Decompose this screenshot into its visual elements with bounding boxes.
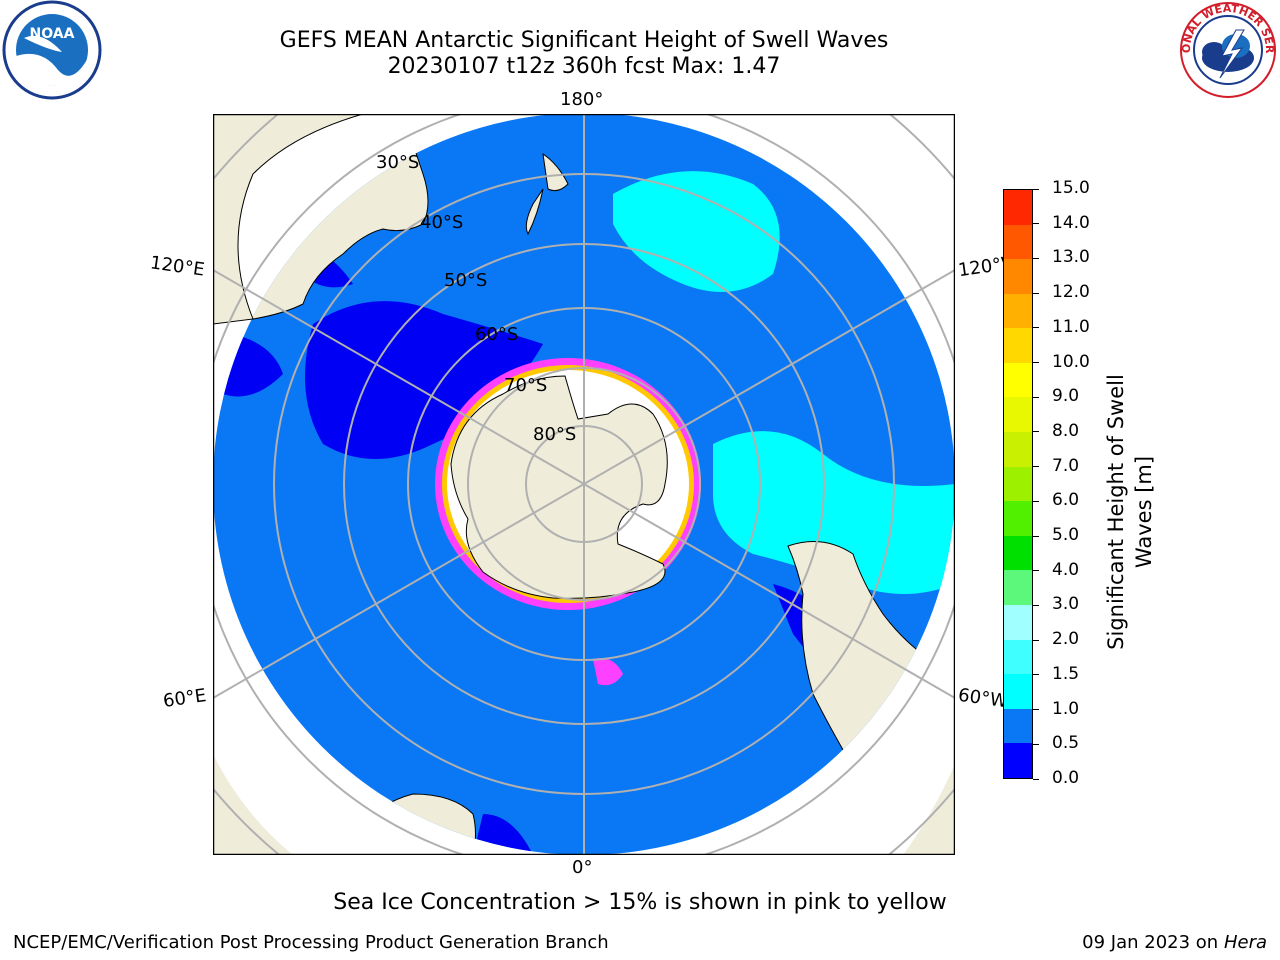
colorbar-tick-label: 9.0 [1052,386,1080,407]
colorbar-segment [1004,708,1032,744]
lon-label-120e: 120°E [148,252,206,281]
colorbar-segment [1004,189,1032,225]
lon-label-60w: 60°W [956,684,1009,713]
colorbar-tick-mark [1033,743,1039,745]
colorbar-tick-mark [1033,674,1039,676]
colorbar-tick-label: 3.0 [1052,594,1080,615]
colorbar-segment [1004,432,1032,467]
colorbar-tick-label: 6.0 [1052,490,1080,511]
footer-host: Hera [1223,932,1267,953]
map-subtitle: 20230107 t12z 360h fcst Max: 1.47 [387,54,781,79]
colorbar-tick-label: 0.5 [1052,733,1080,754]
colorbar-segment [1004,328,1032,363]
colorbar-tick-mark [1033,535,1039,537]
colorbar-title: Significant Height of Swell Waves [m] [1104,374,1156,650]
colorbar-segment [1004,501,1032,536]
colorbar-segment [1004,743,1032,778]
colorbar-tick-label: 7.0 [1052,455,1080,476]
colorbar-segment [1004,293,1032,329]
colorbar-tick-mark [1033,327,1039,329]
svg-text:NOAA: NOAA [30,26,75,42]
colorbar-tick-label: 4.0 [1052,559,1080,580]
lon-label-180: 180° [560,89,604,110]
lat-label-40s: 40°S [420,212,464,233]
colorbar-segment [1004,674,1032,709]
footer-date: 09 Jan 2023 on Hera [1082,932,1267,953]
colorbar-tick-mark [1033,570,1039,572]
colorbar-segment [1004,466,1032,502]
colorbar-tick-label: 0.0 [1052,768,1080,788]
colorbar-tick-label: 11.0 [1052,316,1090,337]
colorbar-tick-label: 1.5 [1052,663,1080,684]
colorbar-segment [1004,397,1032,433]
colorbar-tick-mark [1033,257,1039,259]
colorbar-segment [1004,570,1032,606]
graticule [213,114,955,855]
lat-label-30s: 30°S [376,152,420,173]
colorbar-tick-label: 15.0 [1052,178,1090,198]
lat-label-80s: 80°S [533,424,577,445]
colorbar-tick-mark [1033,362,1039,364]
sea-ice-caption: Sea Ice Concentration > 15% is shown in … [333,890,947,915]
colorbar-tick-label: 1.0 [1052,698,1080,719]
colorbar-segment [1004,535,1032,571]
colorbar-segment [1004,224,1032,260]
colorbar-tick-mark [1033,188,1039,190]
nws-logo: NATIONAL WEATHER SERVICE [1173,0,1278,104]
colorbar-segment [1004,259,1032,294]
colorbar-tick-label: 2.0 [1052,629,1080,650]
colorbar-segment [1004,362,1032,398]
polar-map [212,113,956,856]
colorbar-segment [1004,639,1032,675]
colorbar-tick-label: 12.0 [1052,282,1090,303]
footer-date-text: 09 Jan 2023 on [1082,932,1224,953]
colorbar-tick-label: 5.0 [1052,525,1080,546]
map-panel [212,113,956,856]
colorbar-segment [1004,605,1032,640]
colorbar-tick-mark [1033,709,1039,711]
colorbar-tick-mark [1033,431,1039,433]
colorbar-tick-label: 8.0 [1052,420,1080,441]
colorbar-tick-mark [1033,778,1039,780]
colorbar-tick-mark [1033,396,1039,398]
colorbar-tick-mark [1033,223,1039,225]
colorbar [1003,189,1033,779]
colorbar-tick-mark [1033,604,1039,606]
colorbar-tick-label: 10.0 [1052,351,1090,372]
colorbar-tick-mark [1033,500,1039,502]
footer-branch: NCEP/EMC/Verification Post Processing Pr… [13,932,609,953]
colorbar-tick-mark [1033,292,1039,294]
lon-label-0: 0° [572,857,593,878]
lat-label-50s: 50°S [444,270,488,291]
colorbar-tick-mark [1033,639,1039,641]
colorbar-tick-label: 13.0 [1052,247,1090,268]
noaa-logo: NOAA [2,0,102,104]
lat-label-60s: 60°S [475,324,519,345]
colorbar-tick-label: 14.0 [1052,212,1090,233]
colorbar-tick-mark [1033,466,1039,468]
lon-label-60e: 60°E [161,685,208,712]
lat-label-70s: 70°S [504,375,548,396]
map-title: GEFS MEAN Antarctic Significant Height o… [279,28,889,53]
